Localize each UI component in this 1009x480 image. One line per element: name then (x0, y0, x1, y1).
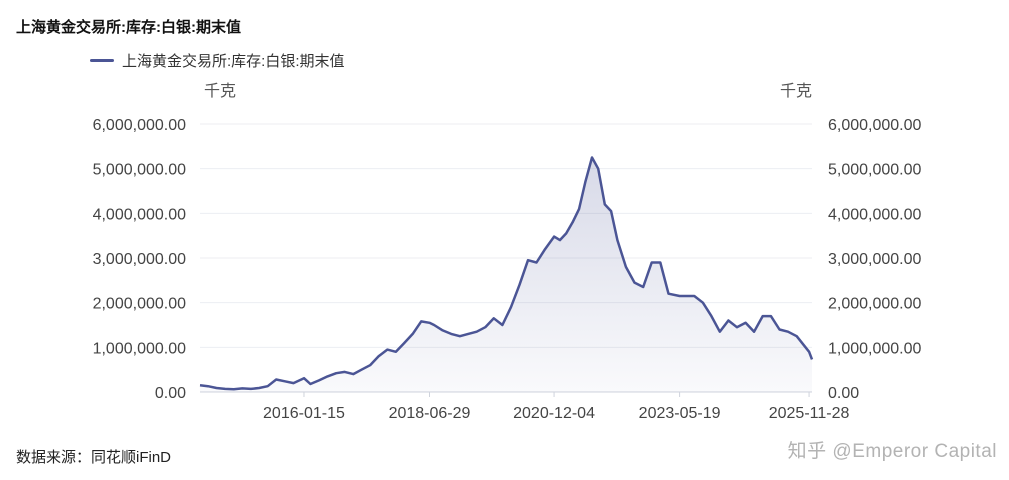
y-tick-label-right: 0.00 (828, 385, 859, 402)
y-unit-right: 千克 (780, 82, 812, 100)
y-tick-label-right: 4,000,000.00 (828, 206, 922, 223)
y-axis-left: 0.00 1,000,000.00 2,000,000.00 3,000,000.00… (93, 117, 187, 402)
series-area-fill (200, 157, 812, 392)
y-tick-label-right: 6,000,000.00 (828, 117, 922, 134)
data-source: 数据来源：同花顺iFinD (16, 449, 172, 466)
x-tick-label: 2016-01-15 (263, 405, 345, 422)
x-tick-label: 2025-11-28 (769, 405, 850, 422)
y-unit-left: 千克 (204, 82, 236, 100)
y-tick-label-right: 3,000,000.00 (828, 251, 922, 268)
y-tick-label-left: 0.00 (155, 385, 186, 402)
y-tick-label-right: 2,000,000.00 (828, 296, 922, 313)
y-tick-label-left: 2,000,000.00 (93, 296, 187, 313)
y-tick-label-left: 5,000,000.00 (93, 162, 187, 179)
x-axis: 2016-01-15 2018-06-29 2020-12-04 2023-05-19… (263, 392, 849, 422)
y-tick-label-left: 1,000,000.00 (93, 340, 187, 357)
y-tick-label-right: 5,000,000.00 (828, 162, 922, 179)
x-tick-label: 2018-06-29 (389, 405, 471, 422)
x-tick-label: 2020-12-04 (513, 405, 595, 422)
chart-legend[interactable]: 上海黄金交易所:库存:白银:期末值 (90, 50, 345, 71)
y-tick-label-left: 3,000,000.00 (93, 251, 187, 268)
series-line (199, 156, 814, 391)
y-tick-label-right: 1,000,000.00 (828, 340, 922, 357)
watermark: 知乎 @Emperor Capital (787, 441, 997, 462)
y-axis-right: 0.00 1,000,000.00 2,000,000.00 3,000,000.00… (828, 117, 922, 402)
legend-label: 上海黄金交易所:库存:白银:期末值 (122, 53, 345, 70)
x-tick-label: 2023-05-19 (639, 405, 721, 422)
legend-line-swatch (90, 59, 114, 62)
y-tick-label-left: 6,000,000.00 (93, 117, 187, 134)
chart-title: 上海黄金交易所:库存:白银:期末值 (16, 19, 241, 36)
y-tick-label-left: 4,000,000.00 (93, 206, 187, 223)
